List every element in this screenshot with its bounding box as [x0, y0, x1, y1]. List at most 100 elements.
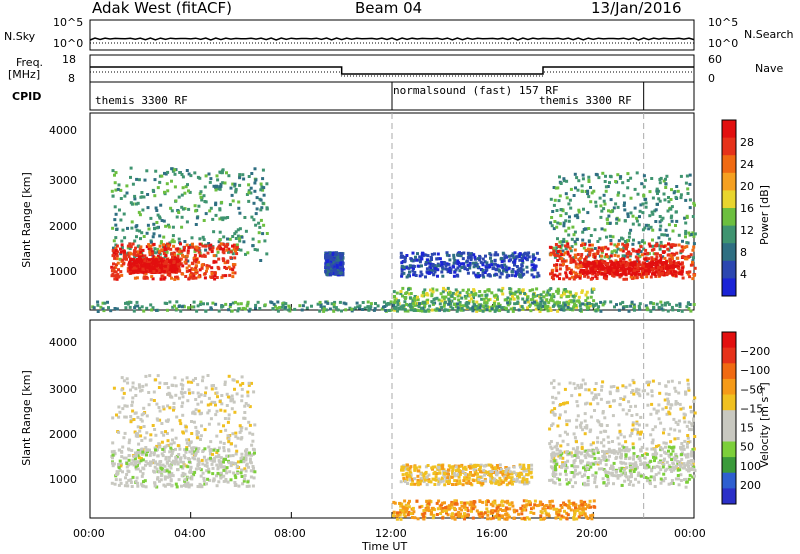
heat-cell — [183, 454, 186, 457]
heat-cell — [600, 255, 603, 258]
heat-cell — [230, 250, 233, 253]
heat-cell — [223, 449, 226, 452]
heat-cell — [136, 451, 139, 454]
heat-cell — [556, 310, 559, 313]
heat-cell — [486, 301, 489, 304]
heat-cell — [121, 446, 124, 449]
heat-cell — [565, 265, 568, 268]
heat-cell — [433, 252, 436, 255]
heat-cell — [234, 476, 237, 479]
heat-cell — [212, 384, 215, 387]
heat-cell — [136, 258, 139, 261]
heat-cell — [197, 392, 200, 395]
heat-cell — [631, 272, 634, 275]
heat-cell — [584, 299, 587, 302]
heat-cell — [641, 211, 644, 214]
heat-cell — [123, 379, 126, 382]
heat-cell — [604, 229, 607, 232]
heat-cell — [488, 273, 491, 276]
heat-cell — [235, 252, 238, 255]
heat-cell — [514, 274, 517, 277]
heat-cell — [586, 211, 589, 214]
heat-cell — [140, 459, 143, 462]
heat-cell — [131, 220, 134, 223]
heat-cell — [326, 273, 329, 276]
heat-cell — [632, 248, 635, 251]
heat-cell — [661, 304, 664, 307]
heat-cell — [145, 270, 148, 273]
heat-cell — [203, 447, 206, 450]
heat-cell — [159, 460, 162, 463]
heat-cell — [227, 174, 230, 177]
heat-cell — [597, 305, 600, 308]
heat-cell — [556, 209, 559, 212]
heat-cell — [459, 291, 462, 294]
heat-cell — [240, 302, 243, 305]
heat-cell — [247, 301, 250, 304]
heat-cell — [519, 252, 522, 255]
heat-cell — [441, 299, 444, 302]
heat-cell — [166, 251, 169, 254]
heat-cell — [215, 435, 218, 438]
heat-cell — [179, 242, 182, 245]
heat-cell — [211, 250, 214, 253]
heat-cell — [522, 273, 525, 276]
heat-cell — [166, 171, 169, 174]
heat-cell — [670, 216, 673, 219]
heat-cell — [194, 277, 197, 280]
heat-cell — [419, 260, 422, 263]
heat-cell — [557, 250, 560, 253]
heat-cell — [188, 388, 191, 391]
heat-cell — [218, 310, 221, 313]
heat-cell — [226, 466, 229, 469]
heat-cell — [188, 458, 191, 461]
heat-cell — [516, 265, 519, 268]
heat-cell — [213, 278, 216, 281]
heat-cell — [568, 220, 571, 223]
heat-cell — [210, 266, 213, 269]
heat-cell — [168, 406, 171, 409]
heat-cell — [138, 430, 141, 433]
heat-cell — [238, 237, 241, 240]
heat-cell — [139, 260, 142, 263]
heat-cell — [642, 194, 645, 197]
heat-cell — [500, 306, 503, 309]
heat-cell — [172, 409, 175, 412]
heat-cell — [688, 270, 691, 273]
heat-cell — [232, 266, 235, 269]
heat-cell — [232, 462, 235, 465]
heat-cell — [466, 260, 469, 263]
heat-cell — [148, 245, 151, 248]
heat-cell — [558, 175, 561, 178]
heat-cell — [495, 273, 498, 276]
heat-cell — [456, 266, 459, 269]
heat-cell — [121, 243, 124, 246]
heat-cell — [175, 300, 178, 303]
heat-cell — [594, 256, 597, 259]
heat-cell — [179, 460, 182, 463]
heat-cell — [645, 265, 648, 268]
heat-cell — [234, 191, 237, 194]
heat-cell — [219, 238, 222, 241]
heat-cell — [588, 244, 591, 247]
heat-cell — [543, 301, 546, 304]
heat-cell — [236, 380, 239, 383]
heat-cell — [494, 310, 497, 313]
heat-cell — [444, 301, 447, 304]
heat-cell — [620, 267, 623, 270]
heat-cell — [123, 236, 126, 239]
heat-cell — [166, 189, 169, 192]
heat-cell — [626, 186, 629, 189]
heat-cell — [570, 300, 573, 303]
heat-cell — [498, 309, 501, 312]
heat-cell — [485, 268, 488, 271]
heat-cell — [253, 190, 256, 193]
heat-cell — [588, 302, 591, 305]
heat-cell — [367, 301, 370, 304]
heat-cell — [622, 261, 625, 264]
heat-cell — [258, 231, 261, 234]
heat-cell — [180, 226, 183, 229]
heat-cell — [187, 251, 190, 254]
heat-cell — [665, 175, 668, 178]
heat-cell — [122, 263, 125, 266]
